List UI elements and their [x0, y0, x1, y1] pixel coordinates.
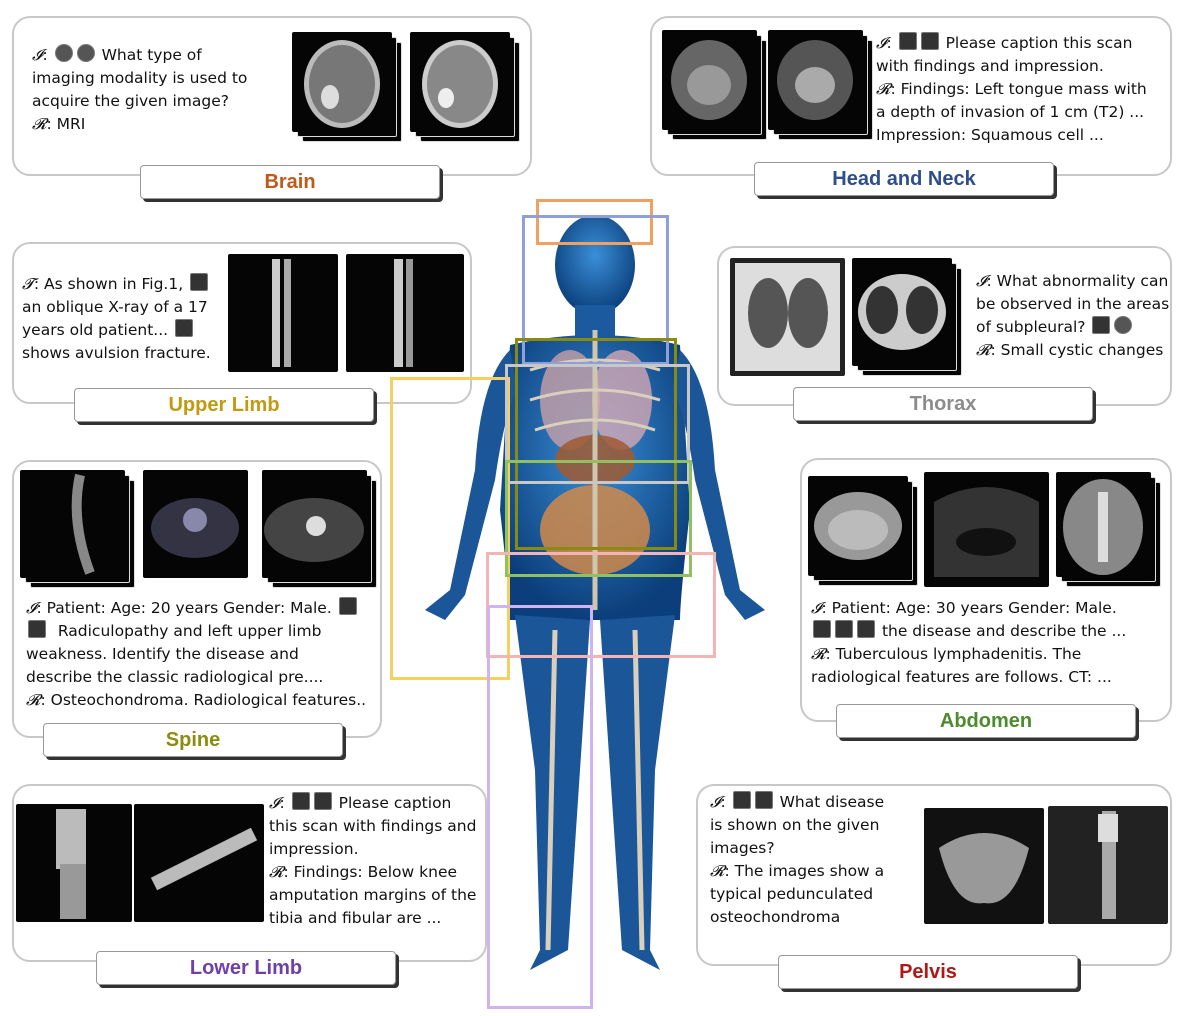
- pelvis-thumb-icon: [732, 791, 751, 809]
- lower-limb-text: 𝓘: Please caption this scan with finding…: [269, 792, 477, 927]
- upper-limb-thumb-icon: [175, 319, 194, 337]
- thorax-xray-image: [730, 258, 845, 376]
- pelvis-thumb-icon: [754, 791, 773, 809]
- lower-limb-xray-image: [16, 804, 132, 922]
- brain-thumb-icon: [76, 44, 95, 62]
- lower-limb-region-box: [487, 605, 593, 1009]
- brain-label: Brain: [140, 165, 440, 199]
- abdomen-region-box: [505, 460, 692, 577]
- upper-limb-xray-image: [228, 254, 338, 372]
- spine-thumb-icon: [338, 597, 357, 615]
- abdomen-thumb-icon: [857, 620, 875, 638]
- upper-limb-region-box: [390, 377, 510, 680]
- thorax-ct-image: [852, 258, 952, 366]
- spine-text: 𝓘: Patient: Age: 20 years Gender: Male. …: [26, 597, 367, 709]
- thorax-outer-region-box: [505, 364, 690, 484]
- lower-limb-thumb-icon: [313, 792, 332, 810]
- head-neck-region-box: [522, 215, 669, 365]
- abdomen-coronal-image: [1056, 472, 1151, 577]
- brain-mri-image: [410, 32, 510, 132]
- spine-label: Spine: [43, 723, 343, 757]
- thorax-text: 𝓘: What abnormality can be observed in t…: [976, 272, 1170, 359]
- upper-limb-xray2-image: [346, 254, 464, 372]
- lower-limb-label: Lower Limb: [96, 951, 396, 985]
- pelvis-label: Pelvis: [778, 955, 1078, 989]
- brain-text: 𝓘: What type of imaging modality is used…: [32, 44, 248, 133]
- brain-ct-image: [292, 32, 392, 132]
- spine-pet-image: [143, 470, 248, 578]
- brain-thumb-icon: [54, 44, 73, 62]
- head-neck-mri2-image: [768, 30, 863, 130]
- spine-mri-image: [20, 470, 125, 578]
- abdomen-ct-image: [808, 476, 908, 576]
- head-region-box: [536, 199, 653, 245]
- head-neck-mri-image: [662, 30, 757, 130]
- thorax-region-box: [515, 338, 677, 550]
- upper-limb-text: 𝓣: As shown in Fig.1, an oblique X-ray o…: [22, 273, 211, 362]
- abdomen-us-image: [924, 472, 1049, 587]
- thorax-thumb-icon: [1092, 316, 1111, 334]
- head-neck-label: Head and Neck: [754, 162, 1054, 196]
- spine-thumb-icon: [28, 620, 46, 638]
- thorax-thumb-icon: [1114, 316, 1133, 334]
- pelvis-spine-xray-image: [1048, 806, 1168, 924]
- abdomen-thumb-icon: [835, 620, 853, 638]
- upper-limb-label: Upper Limb: [74, 388, 374, 422]
- upper-limb-thumb-icon: [190, 273, 209, 291]
- abdomen-label: Abdomen: [836, 704, 1136, 738]
- lower-limb-xray2-image: [134, 804, 264, 922]
- abdomen-thumb-icon: [813, 620, 831, 638]
- head-neck-thumb-icon: [920, 32, 939, 50]
- spine-ct-image: [262, 470, 367, 578]
- head-neck-thumb-icon: [898, 32, 917, 50]
- head-neck-text: 𝓘: Please caption this scan with finding…: [876, 32, 1147, 144]
- thorax-label: Thorax: [793, 387, 1093, 421]
- lower-limb-thumb-icon: [291, 792, 310, 810]
- pelvis-xray-image: [924, 808, 1044, 924]
- pelvis-text: 𝓘: What disease is shown on the given im…: [710, 791, 885, 926]
- abdomen-text: 𝓘: Patient: Age: 30 years Gender: Male. …: [811, 599, 1127, 686]
